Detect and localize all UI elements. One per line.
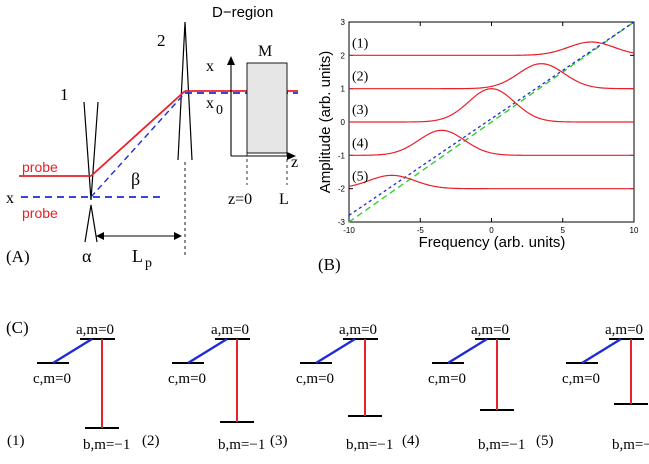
beta-label: β bbox=[131, 169, 140, 189]
panel-c: (C) a,m=0 c,m=0 b,m=−1 (1) a,m=0 c,m=0 b,m=−1 (… bbox=[6, 318, 649, 453]
x-tick-labels: -10 -5 0 5 10 bbox=[343, 226, 639, 235]
probe-beam-diagonal bbox=[90, 90, 186, 177]
axis-z-label: z bbox=[291, 154, 298, 171]
d-region-label: D−region bbox=[212, 4, 273, 21]
curve-label: (5) bbox=[352, 170, 369, 185]
level-b-label: b,m=−1 bbox=[218, 437, 265, 453]
coupling-transition bbox=[52, 337, 93, 365]
alpha-label: α bbox=[82, 246, 92, 266]
y-tick-label: 1 bbox=[341, 85, 346, 94]
lens-1-lower bbox=[84, 204, 98, 243]
x-left-label: x bbox=[6, 190, 14, 207]
y-axis-label: Amplitude (arb. units) bbox=[317, 51, 334, 194]
probe-label-top: probe bbox=[22, 159, 58, 175]
plot-lines bbox=[348, 21, 635, 223]
level-a-label: a,m=0 bbox=[605, 322, 643, 338]
y-tick-label: -3 bbox=[338, 218, 346, 227]
level-b-label: b,m=−1 bbox=[83, 437, 130, 453]
curve-label: (4) bbox=[352, 136, 369, 151]
curve-4 bbox=[348, 129, 634, 156]
x-axis-arrow-head bbox=[227, 56, 235, 65]
level-a-label: a,m=0 bbox=[339, 322, 377, 338]
curve-5 bbox=[348, 174, 634, 190]
diagram-index-label: (5) bbox=[536, 433, 554, 449]
reference-beam-diagonal bbox=[90, 92, 186, 198]
x-axis-label: Frequency (arb. units) bbox=[419, 234, 566, 251]
curve-label: (1) bbox=[352, 36, 369, 51]
coupling-transition bbox=[315, 337, 356, 365]
curve-label: (2) bbox=[352, 70, 369, 85]
green-dashed-line bbox=[348, 21, 635, 223]
diagram-index-label: (1) bbox=[7, 433, 25, 449]
level-diagram-5: a,m=0 c,m=0 b,m=−1 (5) bbox=[536, 322, 649, 453]
level-c-label: c,m=0 bbox=[428, 371, 466, 387]
level-c-label: c,m=0 bbox=[33, 371, 71, 387]
y-tick-labels: -3 -2 -1 0 1 2 3 bbox=[338, 18, 346, 227]
lens-2-label: 2 bbox=[157, 31, 166, 50]
x-tick-label: -10 bbox=[343, 226, 355, 235]
y-tick-label: 3 bbox=[341, 18, 346, 27]
axis-x-label: x bbox=[206, 58, 214, 75]
z0-label: z=0 bbox=[228, 191, 252, 208]
level-b-label: b,m=−1 bbox=[346, 437, 393, 453]
y-tick-label: -1 bbox=[338, 151, 346, 160]
level-diagram-4: a,m=0 c,m=0 b,m=−1 (4) bbox=[402, 322, 525, 453]
level-b-label: b,m=−1 bbox=[478, 437, 525, 453]
lens-1-label: 1 bbox=[60, 85, 69, 104]
coupling-transition bbox=[581, 337, 622, 365]
lp-arrow-right-head bbox=[174, 232, 182, 240]
panel-a-label: (A) bbox=[6, 247, 30, 266]
coupling-transition bbox=[187, 337, 228, 365]
diagram-index-label: (3) bbox=[270, 433, 288, 449]
x-tick-label: 10 bbox=[630, 226, 639, 235]
medium-label: M bbox=[258, 43, 272, 60]
level-c-label: c,m=0 bbox=[296, 371, 334, 387]
l-label: L bbox=[279, 191, 289, 208]
lp-arrow-left-head bbox=[96, 232, 104, 240]
z-axis-arrow-head bbox=[287, 152, 296, 160]
y-tick-label: 2 bbox=[341, 51, 346, 60]
panel-b: (B) (1)(2)(3)(4)(5) -10 -5 0 5 10 -3-2-10123… bbox=[317, 18, 639, 274]
level-a-label: a,m=0 bbox=[76, 322, 114, 338]
medium-box bbox=[246, 62, 288, 154]
curve-label: (3) bbox=[352, 103, 369, 118]
level-b-label: b,m=−1 bbox=[612, 437, 649, 453]
x-tick-label: 0 bbox=[489, 226, 494, 235]
lens-2 bbox=[177, 21, 193, 161]
curve-1 bbox=[349, 41, 635, 56]
x-tick-label: -5 bbox=[417, 226, 425, 235]
level-diagram-2: a,m=0 c,m=0 b,m=−1 (2) bbox=[142, 322, 265, 453]
coupling-transition bbox=[447, 337, 488, 365]
panel-b-label: (B) bbox=[318, 255, 341, 274]
plot-curve-labels: (1) (2) (3) (4) (5) bbox=[352, 36, 369, 184]
level-c-label: c,m=0 bbox=[168, 371, 206, 387]
level-c-label: c,m=0 bbox=[562, 371, 600, 387]
diagram-index-label: (4) bbox=[402, 433, 420, 449]
x-tick-label: 5 bbox=[561, 226, 566, 235]
y-tick-label: -2 bbox=[338, 185, 346, 194]
y-tick-label: 0 bbox=[341, 118, 346, 127]
probe-label-bottom: probe bbox=[22, 205, 58, 221]
level-a-label: a,m=0 bbox=[211, 322, 249, 338]
curve-2 bbox=[349, 63, 634, 90]
blue-dashed-line bbox=[348, 21, 635, 216]
level-diagram-1: a,m=0 c,m=0 b,m=−1 (1) bbox=[7, 322, 130, 453]
panel-c-label: (C) bbox=[6, 318, 29, 337]
level-diagrams: a,m=0c,m=0b,m=−1(1)a,m=0c,m=0b,m=−1(2)a,… bbox=[7, 322, 649, 453]
level-a-label: a,m=0 bbox=[471, 322, 509, 338]
lens-1 bbox=[83, 101, 99, 201]
diagram-index-label: (2) bbox=[142, 433, 160, 449]
plot-curves bbox=[348, 41, 635, 190]
level-diagram-3: a,m=0 c,m=0 b,m=−1 (3) bbox=[270, 322, 393, 453]
curve-3 bbox=[349, 88, 634, 123]
